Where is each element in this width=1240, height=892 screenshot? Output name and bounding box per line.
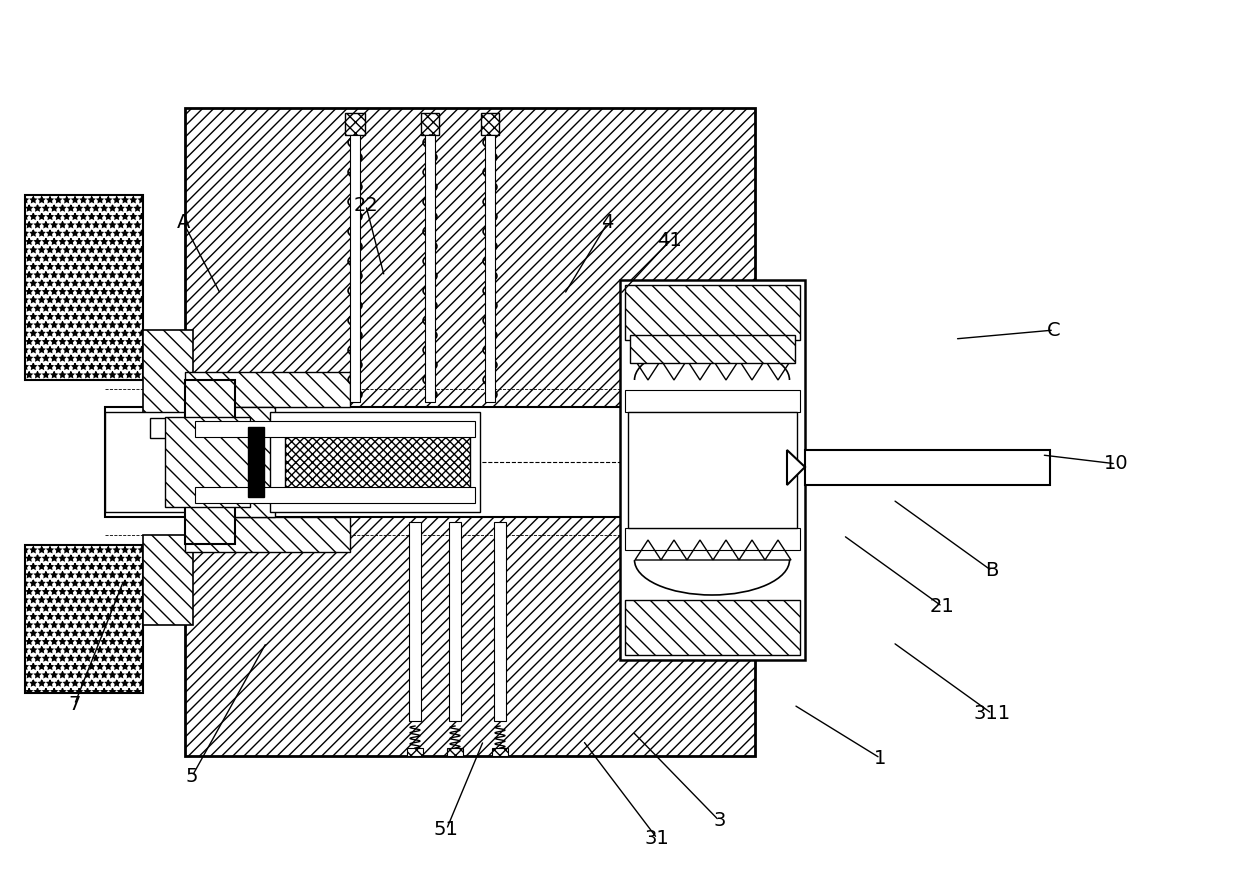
Text: 311: 311 [973, 704, 1011, 723]
Bar [25, 195, 143, 380]
Bar [422, 113, 439, 135]
Bar [630, 335, 795, 363]
Text: 10: 10 [1104, 454, 1128, 474]
Bar [485, 135, 495, 402]
Bar [185, 108, 755, 756]
Bar [143, 535, 193, 625]
Bar [625, 390, 800, 412]
Text: 51: 51 [434, 820, 459, 839]
Text: 7: 7 [68, 695, 81, 714]
Bar [409, 522, 422, 721]
Bar [446, 748, 463, 756]
Bar [185, 407, 275, 517]
Text: B: B [986, 561, 998, 581]
Text: 22: 22 [353, 195, 378, 215]
Bar [407, 748, 423, 756]
Text: 5: 5 [186, 766, 198, 786]
Bar [627, 412, 797, 528]
Bar [105, 412, 185, 512]
Bar [165, 417, 250, 507]
Bar [25, 545, 143, 693]
Bar [143, 330, 193, 420]
Text: 1: 1 [874, 748, 887, 768]
Bar [492, 748, 508, 756]
Text: 21: 21 [930, 597, 955, 616]
Bar [185, 372, 350, 407]
Bar [248, 427, 264, 497]
Text: C: C [1048, 320, 1060, 340]
Bar [105, 407, 755, 517]
Bar [425, 135, 435, 402]
Polygon shape [787, 450, 805, 485]
Bar [625, 600, 800, 655]
Bar [449, 522, 461, 721]
Bar [185, 380, 236, 544]
Bar [195, 421, 475, 437]
Text: A: A [177, 213, 190, 233]
Bar [481, 113, 498, 135]
Bar [285, 434, 470, 490]
Bar [195, 487, 475, 503]
Bar [620, 280, 805, 660]
Bar [270, 412, 480, 512]
Bar [150, 418, 180, 438]
Bar [805, 450, 1050, 485]
Bar [350, 135, 360, 402]
Text: 31: 31 [645, 829, 670, 848]
Bar [345, 113, 365, 135]
Bar [625, 285, 800, 340]
Text: 4: 4 [601, 213, 614, 233]
Text: 3: 3 [713, 811, 725, 830]
Bar [625, 528, 800, 550]
Bar [185, 517, 350, 552]
Text: 41: 41 [657, 231, 682, 251]
Bar [494, 522, 506, 721]
